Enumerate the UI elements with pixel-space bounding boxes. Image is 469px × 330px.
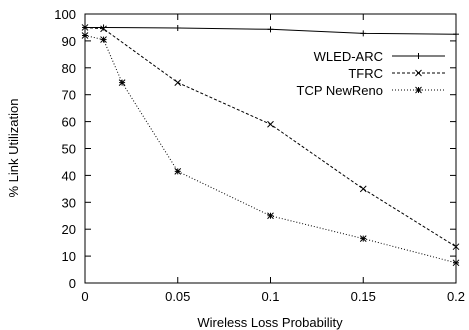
data-point-wled-arc [360, 30, 367, 37]
x-tick-label: 0.1 [261, 289, 279, 304]
y-tick-label: 100 [54, 7, 76, 22]
series-line-tcp-newreno [84, 35, 457, 264]
x-axis: 0 0.05 0.1 0.15 0.2 [81, 14, 465, 304]
data-point-tcp-newreno [359, 235, 367, 242]
y-tick-label: 40 [62, 168, 76, 183]
x-tick-label: 0 [81, 289, 88, 304]
y-tick-label: 20 [62, 222, 76, 237]
data-point-tfrc [359, 185, 367, 193]
x-tick-label: 0.2 [447, 289, 465, 304]
plot-frame [84, 13, 457, 284]
legend: WLED-ARC TFRC TCP NewReno [297, 49, 445, 98]
data-point-tfrc [100, 25, 107, 33]
legend-marker-tcp-newreno [415, 86, 422, 94]
data-point-wled-arc [100, 24, 107, 31]
legend-label-tcp-newreno: TCP NewReno [297, 83, 383, 98]
y-tick-label: 0 [69, 276, 76, 291]
data-point-tcp-newreno [174, 168, 182, 175]
y-tick-label: 70 [62, 88, 76, 103]
legend-label-tfrc: TFRC [348, 66, 383, 81]
x-tick-label: 0.05 [165, 289, 190, 304]
y-tick-label: 50 [62, 142, 76, 157]
legend-label-wled-arc: WLED-ARC [314, 49, 383, 64]
y-tick-label: 10 [62, 249, 76, 264]
legend-marker-tfrc [415, 69, 422, 77]
data-point-tfrc [267, 120, 274, 128]
y-tick-label: 90 [62, 34, 76, 49]
data-point-tcp-newreno [267, 212, 274, 220]
data-point-tcp-newreno [100, 36, 107, 43]
data-point-wled-arc [174, 24, 181, 31]
data-point-tcp-newreno [118, 79, 126, 86]
y-axis-label: % Link Utilization [6, 99, 21, 198]
y-axis: 0 10 20 30 40 50 60 70 80 90 100 [54, 7, 456, 291]
data-point-tfrc [174, 79, 182, 86]
legend-marker-wled-arc [415, 53, 422, 59]
data-point-wled-arc [267, 26, 274, 33]
x-axis-label: Wireless Loss Probability [197, 315, 343, 330]
y-tick-label: 30 [62, 195, 76, 210]
plot-markers [81, 24, 460, 267]
x-tick-label: 0.15 [351, 289, 376, 304]
y-tick-label: 60 [62, 115, 76, 130]
y-tick-label: 80 [62, 61, 76, 76]
series-line-tfrc [84, 27, 457, 248]
plot-lines [84, 27, 457, 264]
series-line-wled-arc [85, 27, 457, 35]
